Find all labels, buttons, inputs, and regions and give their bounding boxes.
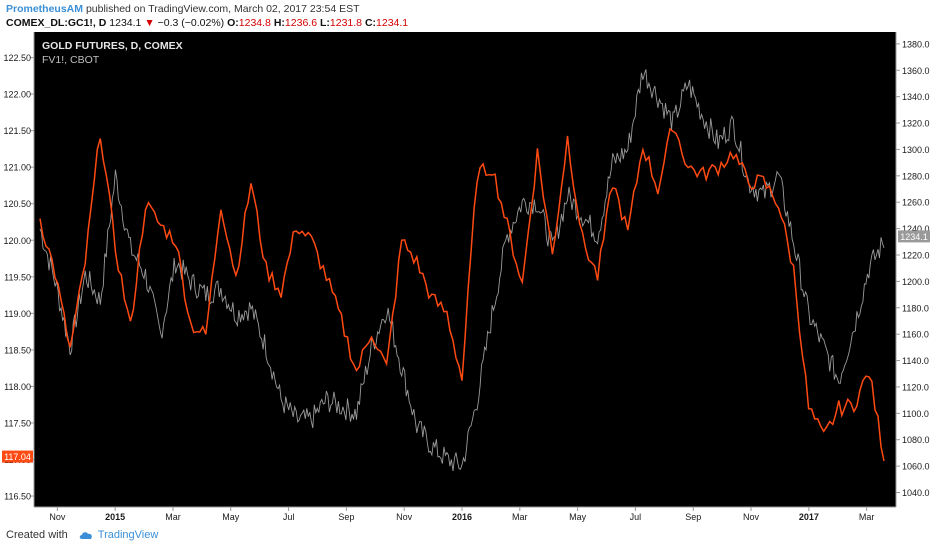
left-last-value-label: 117.04: [4, 452, 31, 462]
right-tick-label: 1180.0: [902, 303, 929, 313]
price-chart[interactable]: 122.50 122.00 121.50 121.00 120.50 120.00 119.…: [0, 31, 932, 525]
x-tick-label: Nov: [396, 512, 413, 522]
tradingview-cloud-icon: [79, 532, 92, 539]
right-tick-label: 1040.0: [902, 488, 930, 498]
publish-text: published on TradingView.com, March 02, …: [85, 3, 360, 15]
left-tick-label: 118.50: [4, 345, 31, 355]
time-axis: Nov 2015 Mar May Jul Sep Nov 2016 Mar May Jul Sep No…: [49, 507, 874, 522]
right-tick-label: 1340.0: [902, 92, 930, 102]
x-tick-label: Nov: [743, 512, 760, 522]
close-label: C:: [364, 17, 377, 29]
footer: Created with TradingView: [6, 529, 158, 541]
left-axis: 122.50 122.00 121.50 121.00 120.50 120.00 119.…: [3, 53, 34, 502]
x-tick-label: Mar: [512, 512, 528, 522]
low-label: L:: [319, 17, 330, 29]
right-tick-label: 1360.0: [902, 66, 930, 76]
left-tick-label: 120.50: [3, 199, 31, 209]
x-tick-label: 2017: [799, 512, 819, 522]
right-tick-label: 1200.0: [902, 277, 930, 287]
quote-bar: COMEX_DL:GC1!, D 1234.1 ▼ −0.3 (−0.02%) …: [6, 17, 408, 29]
right-tick-label: 1220.0: [902, 250, 930, 260]
x-tick-label: Sep: [685, 512, 701, 522]
right-tick-label: 1100.0: [902, 409, 929, 419]
x-tick-label: May: [569, 512, 587, 522]
left-tick-label: 119.50: [4, 272, 31, 282]
x-tick-label: 2016: [452, 512, 472, 522]
right-axis: 1380.0 1360.0 1340.0 1320.0 1300.0 1280.0 1260…: [896, 39, 930, 498]
author-link[interactable]: PrometheusAM: [6, 3, 84, 15]
right-tick-label: 1120.0: [902, 382, 929, 392]
right-tick-label: 1160.0: [902, 330, 929, 340]
left-tick-label: 121.00: [3, 163, 31, 173]
open-value: 1234.8: [238, 17, 271, 29]
right-tick-label: 1280.0: [902, 171, 930, 181]
x-tick-label: 2015: [105, 512, 125, 522]
left-tick-label: 122.50: [3, 53, 31, 63]
x-tick-label: Jul: [283, 512, 295, 522]
left-tick-label: 121.50: [3, 126, 31, 136]
x-tick-label: Sep: [338, 512, 354, 522]
high-label: H:: [273, 17, 285, 29]
left-tick-label: 117.50: [4, 418, 31, 428]
left-tick-label: 122.00: [3, 90, 31, 100]
legend-gold-futures: GOLD FUTURES, D, COMEX: [42, 40, 183, 52]
right-tick-label: 1380.0: [902, 39, 930, 49]
tradingview-link[interactable]: TradingView: [97, 529, 159, 541]
right-tick-label: 1080.0: [902, 435, 930, 445]
right-last-value-badge: [898, 230, 930, 243]
plot-background: [34, 32, 896, 507]
series-layer: [39, 69, 885, 471]
publish-info: PrometheusAM published on TradingView.co…: [6, 3, 360, 15]
symbol-label: COMEX_DL:GC1!, D: [6, 17, 107, 29]
open-label: O:: [227, 17, 239, 29]
right-tick-label: 1060.0: [902, 462, 930, 472]
down-arrow-icon: ▼: [144, 17, 155, 29]
right-tick-label: 1240.0: [902, 224, 930, 234]
gold-futures-line: [39, 69, 885, 471]
left-last-value-badge: [2, 450, 33, 463]
left-tick-label: 116.50: [4, 492, 31, 502]
left-tick-label: 119.00: [4, 309, 31, 319]
right-tick-label: 1300.0: [902, 145, 930, 155]
legend-fv1: FV1!, CBOT: [42, 54, 100, 66]
right-tick-label: 1260.0: [902, 198, 930, 208]
x-tick-label: Mar: [165, 512, 181, 522]
left-tick-label: 118.00: [4, 382, 31, 392]
high-value: 1236.6: [284, 17, 318, 29]
right-tick-label: 1320.0: [902, 119, 930, 129]
right-tick-label: 1140.0: [902, 356, 929, 366]
close-value: 1234.1: [376, 17, 409, 29]
last-price: 1234.1: [109, 17, 142, 29]
x-tick-label: Jul: [630, 512, 642, 522]
created-with-text: Created with: [6, 529, 68, 541]
change-value: −0.3 (−0.02%): [157, 17, 225, 29]
right-last-value-label: 1234.1: [900, 232, 928, 242]
x-tick-label: Nov: [49, 512, 66, 522]
low-value: 1231.8: [329, 17, 363, 29]
last-value-badges: 117.04 1234.1: [2, 230, 930, 463]
left-tick-label: 120.00: [3, 236, 31, 246]
fv1-line: [39, 127, 885, 462]
x-tick-label: May: [222, 512, 240, 522]
x-tick-label: Mar: [859, 512, 875, 522]
